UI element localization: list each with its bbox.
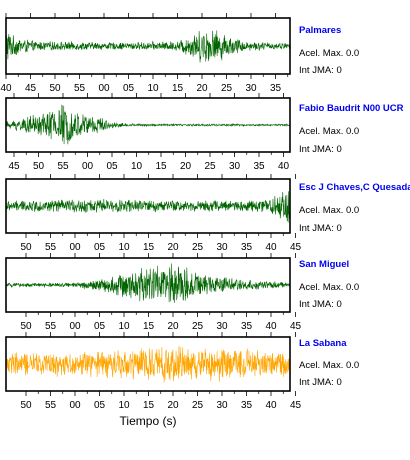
- station-name-san-miguel: San Miguel: [299, 259, 350, 270]
- int-jma-fabio-baudrit: Int JMA: 0: [299, 144, 342, 155]
- int-jma-palmares: Int JMA: 0: [299, 65, 342, 76]
- tick-label: 20: [167, 242, 179, 253]
- panel-frame: [5, 257, 291, 313]
- tick-label: 50: [20, 242, 32, 253]
- tick-label: 25: [204, 161, 216, 172]
- tick-label: 45: [25, 83, 37, 94]
- station-name-la-sabana: La Sabana: [299, 338, 347, 349]
- tick-label: 20: [196, 83, 208, 94]
- tick-label: 55: [74, 83, 86, 94]
- tick-label: 05: [94, 400, 106, 411]
- tick-label: 20: [167, 400, 179, 411]
- tick-label: 00: [82, 161, 94, 172]
- waveform-trace: [5, 345, 291, 383]
- tick-label: 35: [253, 161, 265, 172]
- tick-label: 00: [98, 83, 110, 94]
- panel-3: 50 55 00 05 10 15 20 25 30 35 40 45: [5, 253, 302, 332]
- panel-0: 40 45 50 55 00 05 10 15 20 25 30 35: [0, 13, 291, 94]
- tick-label: 45: [290, 400, 302, 411]
- tick-label: 15: [143, 321, 155, 332]
- tick-label: 15: [172, 83, 184, 94]
- panel-2: 50 55 00 05 10 15 20 25 30 35 40 45: [5, 174, 302, 253]
- tick-label: 40: [265, 242, 277, 253]
- tick-label: 00: [69, 321, 81, 332]
- tick-label: 15: [143, 242, 155, 253]
- tick-label: 25: [192, 242, 204, 253]
- waveform-trace: [5, 30, 291, 63]
- accel-max-palmares: Acel. Max. 0.0: [299, 48, 360, 59]
- tick-label: 05: [94, 242, 106, 253]
- waveform-trace: [5, 263, 291, 303]
- x-axis-title: Tiempo (s): [119, 414, 177, 428]
- tick-label: 00: [69, 242, 81, 253]
- tick-label: 25: [192, 400, 204, 411]
- panel-frame: [5, 17, 291, 75]
- tick-label: 30: [216, 400, 228, 411]
- station-name-palmares: Palmares: [299, 25, 342, 36]
- panel-frame: [5, 178, 291, 234]
- accel-max-san-miguel: Acel. Max. 0.0: [299, 282, 360, 293]
- tick-label: 10: [118, 321, 130, 332]
- station-name-esc-j-chaves: Esc J Chaves,C Quesada: [299, 182, 410, 193]
- tick-label: 55: [57, 161, 69, 172]
- panel-frame: [5, 336, 291, 392]
- tick-label: 55: [45, 242, 57, 253]
- tick-label: 30: [245, 83, 257, 94]
- waveform-trace: [5, 104, 291, 145]
- tick-label: 35: [270, 83, 282, 94]
- tick-label: 35: [241, 400, 253, 411]
- tick-label: 15: [155, 161, 167, 172]
- panel-4: 50 55 00 05 10 15 20 25 30 35 40 45: [5, 332, 302, 411]
- tick-label: 30: [216, 242, 228, 253]
- tick-label: 00: [69, 400, 81, 411]
- tick-label: 40: [278, 161, 290, 172]
- tick-label: 30: [216, 321, 228, 332]
- int-jma-esc-j-chaves: Int JMA: 0: [299, 223, 342, 234]
- panel-frame: [5, 97, 291, 153]
- tick-label: 10: [131, 161, 143, 172]
- accel-max-la-sabana: Acel. Max. 0.0: [299, 360, 360, 371]
- tick-label: 40: [265, 321, 277, 332]
- tick-label: 45: [290, 321, 302, 332]
- tick-label: 05: [106, 161, 118, 172]
- accel-max-fabio-baudrit: Acel. Max. 0.0: [299, 126, 360, 137]
- tick-label: 20: [180, 161, 192, 172]
- tick-label: 55: [45, 400, 57, 411]
- tick-label: 40: [0, 83, 12, 94]
- tick-label: 25: [221, 83, 233, 94]
- tick-label: 35: [241, 321, 253, 332]
- tick-label: 05: [94, 321, 106, 332]
- tick-label: 50: [33, 161, 45, 172]
- tick-label: 50: [49, 83, 61, 94]
- tick-label: 10: [118, 242, 130, 253]
- tick-label: 45: [8, 161, 20, 172]
- tick-label: 20: [167, 321, 179, 332]
- tick-label: 55: [45, 321, 57, 332]
- tick-label: 40: [265, 400, 277, 411]
- int-jma-la-sabana: Int JMA: 0: [299, 377, 342, 388]
- accel-max-esc-j-chaves: Acel. Max. 0.0: [299, 205, 360, 216]
- tick-label: 50: [20, 321, 32, 332]
- int-jma-san-miguel: Int JMA: 0: [299, 299, 342, 310]
- tick-label: 25: [192, 321, 204, 332]
- tick-label: 35: [241, 242, 253, 253]
- tick-label: 15: [143, 400, 155, 411]
- tick-label: 10: [118, 400, 130, 411]
- tick-label: 10: [147, 83, 159, 94]
- panel-1: 45 50 55 00 05 10 15 20 25 30 35 40: [5, 93, 291, 172]
- tick-label: 50: [20, 400, 32, 411]
- tick-label: 45: [290, 242, 302, 253]
- tick-label: 05: [123, 83, 135, 94]
- waveform-trace: [5, 191, 291, 223]
- tick-label: 30: [229, 161, 241, 172]
- station-name-fabio-baudrit: Fabio Baudrit N00 UCR: [299, 103, 404, 114]
